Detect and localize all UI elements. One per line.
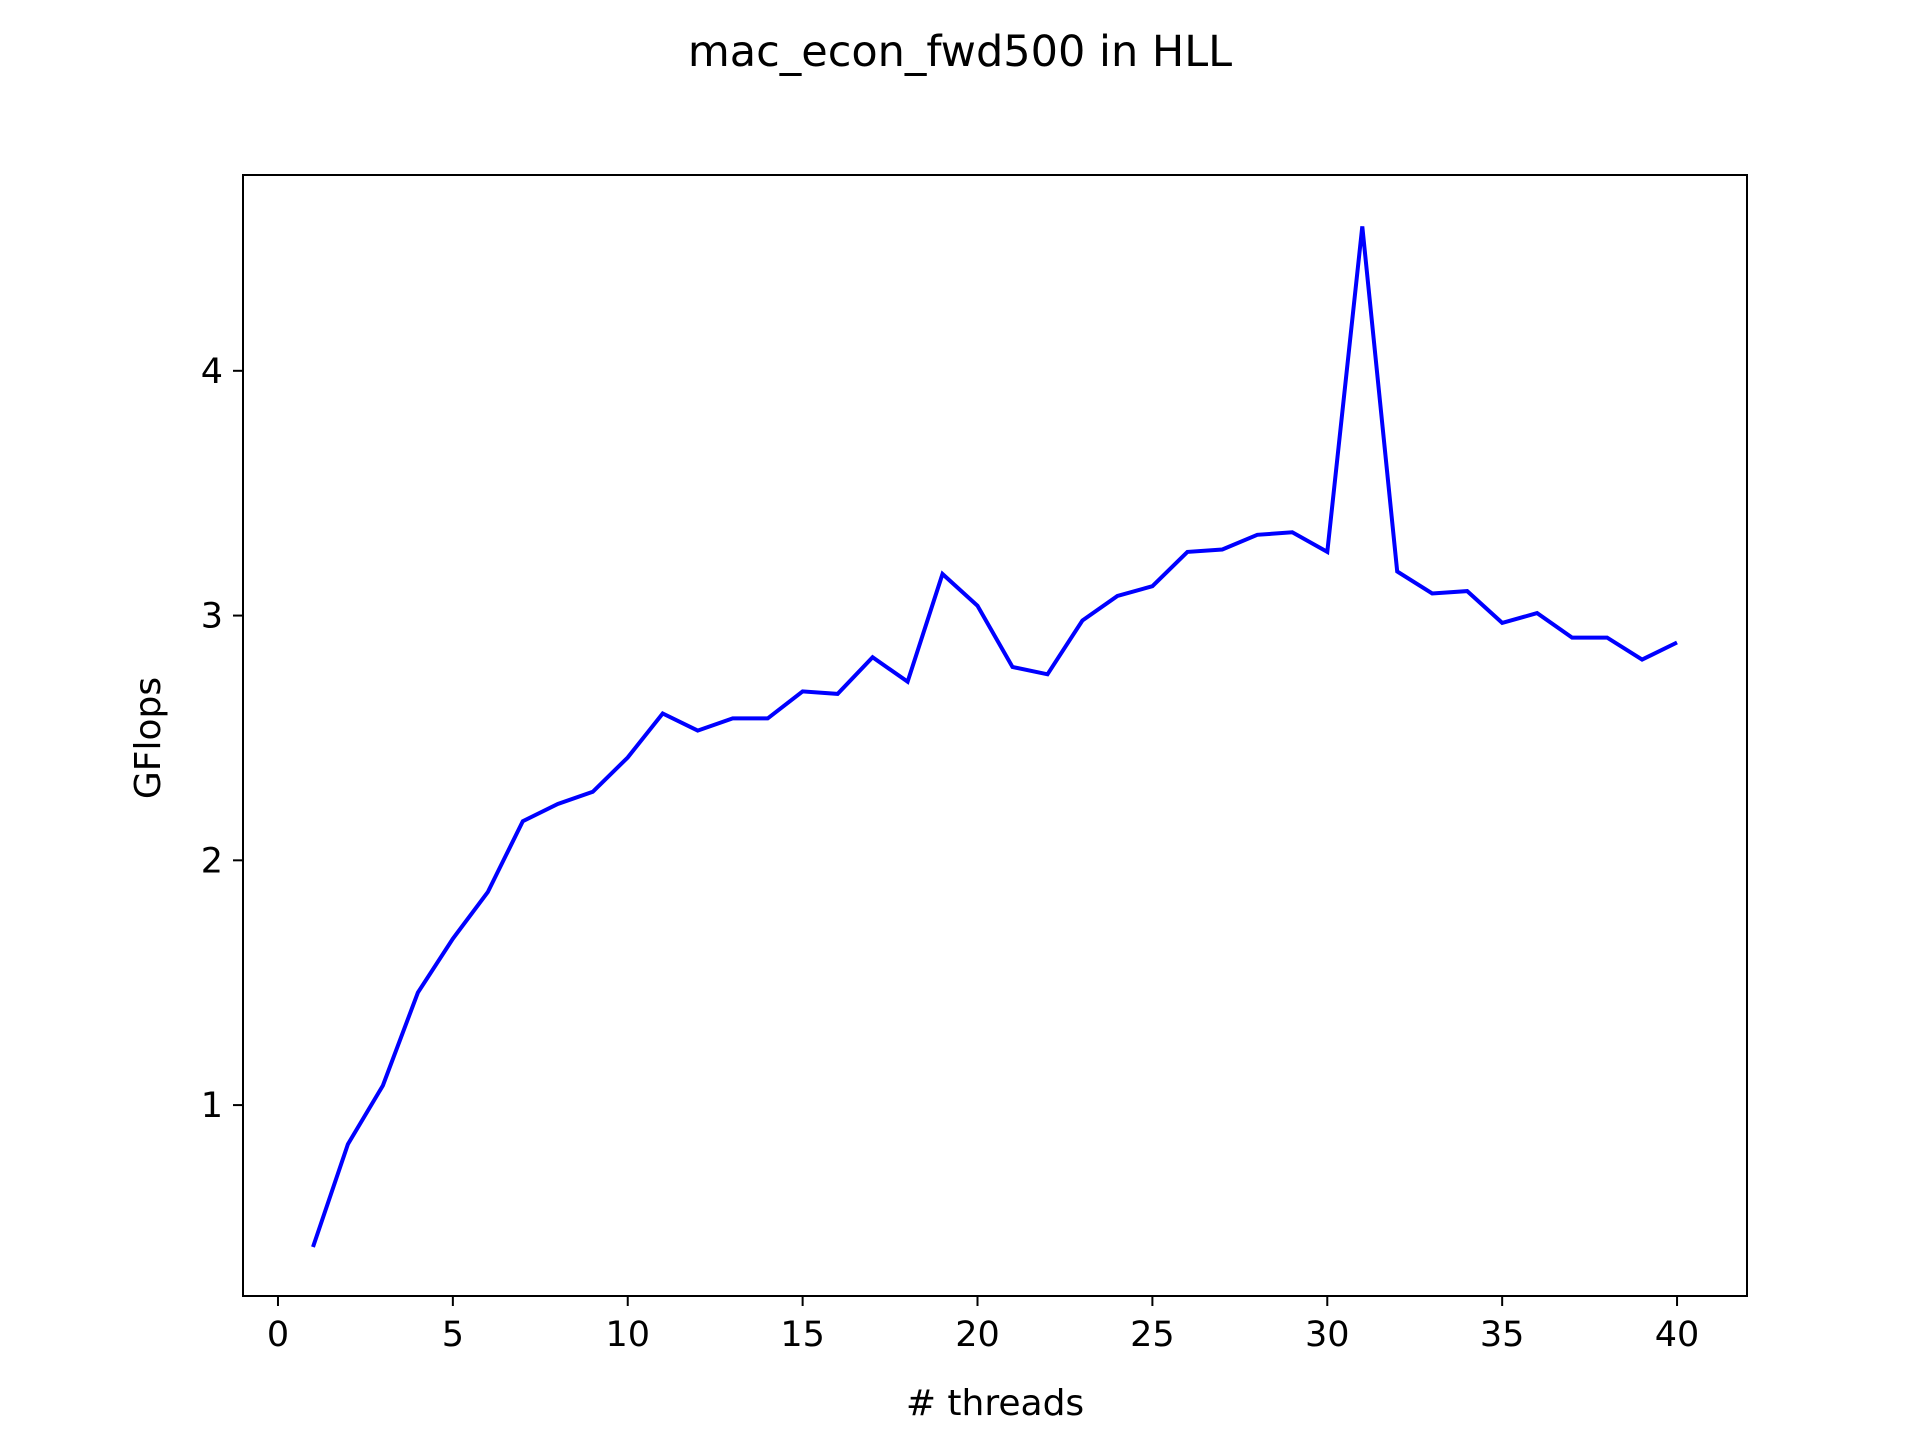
x-tick-label: 0: [267, 1315, 289, 1355]
x-axis-label: # threads: [906, 1383, 1084, 1424]
axis-ticks: 0 5 10 15 20 25 30 35 40 1 2 3 4: [201, 352, 1700, 1355]
x-tick-label: 20: [955, 1315, 1000, 1355]
y-tick-label: 2: [201, 841, 223, 881]
plot-frame: [242, 174, 1748, 1297]
x-tick-label: 5: [442, 1315, 464, 1355]
y-tick-label: 4: [201, 352, 223, 392]
x-tick-label: 10: [605, 1315, 650, 1355]
x-tick-label: 25: [1130, 1315, 1175, 1355]
x-tick-label: 15: [780, 1315, 825, 1355]
x-tick-label: 40: [1655, 1315, 1700, 1355]
y-tick-label: 1: [201, 1086, 223, 1126]
x-tick-label: 30: [1305, 1315, 1350, 1355]
x-tick-label: 35: [1480, 1315, 1525, 1355]
y-axis-label: GFlops: [128, 677, 169, 799]
series-layer: [311, 226, 1678, 1248]
y-tick-label: 3: [201, 597, 223, 637]
series-line: [311, 226, 1678, 1248]
chart-title: mac_econ_fwd500 in HLL: [688, 27, 1232, 77]
